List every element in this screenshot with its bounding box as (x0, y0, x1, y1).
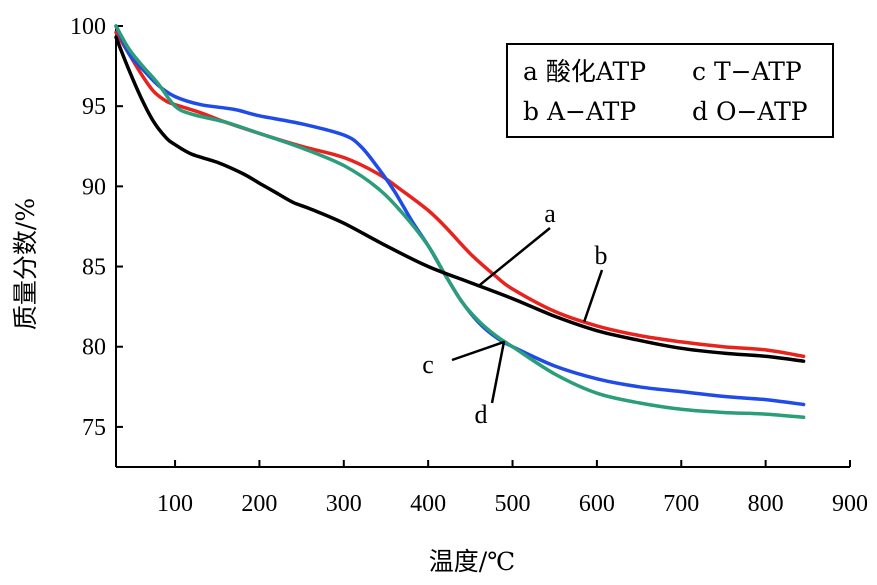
y-tick-label: 90 (82, 174, 106, 200)
annotation-leader-c (451, 340, 505, 362)
y-axis-title: 质量分数/% (11, 198, 40, 330)
y-tick-label: 85 (82, 255, 106, 281)
x-tick-label: 700 (663, 491, 699, 517)
legend-box (506, 43, 834, 138)
legend-entry-c: c T−ATP (692, 57, 802, 86)
x-tick-label: 200 (241, 491, 277, 517)
y-tick-label: 80 (82, 335, 106, 361)
x-tick-label: 100 (157, 491, 193, 517)
series-line-a (114, 35, 806, 363)
annotation-label-a: a (544, 199, 556, 228)
axes: 100 200 300 400 500 600 700 800 900 75 80 85 90 95 100 (70, 14, 868, 517)
y-tick-label: 100 (70, 14, 106, 40)
legend: a 酸化ATP c T−ATP b A−ATP d O−ATP (506, 43, 834, 138)
series-layer (114, 24, 806, 420)
x-tick-label: 500 (495, 491, 531, 517)
annotation-label-c: c (422, 350, 434, 379)
series-line-b (114, 30, 806, 359)
x-tick-label: 600 (579, 491, 615, 517)
x-tick-label: 800 (748, 491, 784, 517)
x-tick-label: 400 (410, 491, 446, 517)
annotation-leader-a (477, 227, 551, 287)
series-line-d (114, 24, 806, 420)
annotations: a b c d (422, 199, 607, 429)
legend-entry-d: d O−ATP (692, 97, 808, 126)
x-tick-label: 300 (326, 491, 362, 517)
annotation-leader-b (583, 269, 604, 322)
series-line-c (114, 24, 806, 407)
y-tick-label: 75 (82, 415, 106, 441)
x-axis-title: 温度/℃ (429, 547, 515, 576)
annotation-leader-d (490, 340, 506, 404)
annotation-label-b: b (595, 241, 608, 270)
y-tick-label: 95 (82, 94, 106, 120)
x-tick-label: 900 (832, 491, 868, 517)
legend-entry-a: a 酸化ATP (523, 57, 646, 86)
annotation-label-d: d (475, 400, 488, 429)
legend-entry-b: b A−ATP (523, 97, 636, 126)
